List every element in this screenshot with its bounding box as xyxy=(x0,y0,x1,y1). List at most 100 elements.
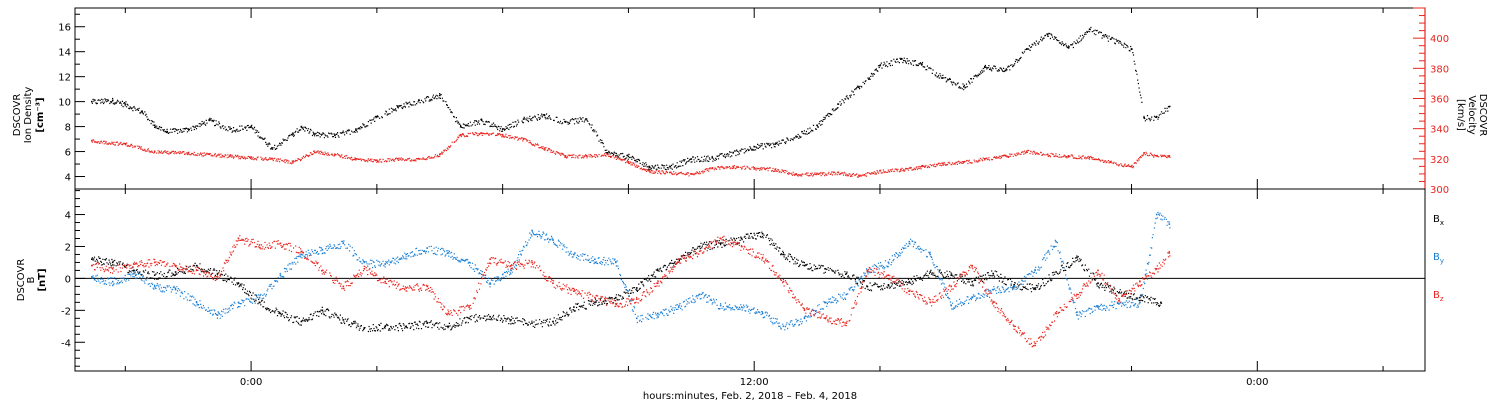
data-point xyxy=(1088,156,1091,159)
density-axis: 4 6 8 10 12 14 16 xyxy=(58,13,85,190)
data-point xyxy=(342,319,345,321)
data-point xyxy=(1055,240,1057,243)
series-dots xyxy=(91,132,1171,178)
data-point xyxy=(1067,155,1070,157)
data-point xyxy=(1097,306,1099,308)
velocity-axis-title: DSCOVR Velocity [km/s] xyxy=(1455,94,1488,137)
density-title-line1: DSCOVR xyxy=(12,94,23,137)
data-point xyxy=(963,161,965,163)
data-point xyxy=(992,272,994,275)
data-point xyxy=(124,142,127,145)
density-velocity-series xyxy=(91,26,1171,178)
data-point xyxy=(573,253,575,256)
data-point xyxy=(1076,256,1078,259)
data-point xyxy=(636,298,638,300)
tick-label: 6 xyxy=(65,148,71,159)
legend-entry-by: By xyxy=(1433,252,1444,265)
data-point xyxy=(636,317,638,320)
data-point xyxy=(342,285,345,288)
data-point xyxy=(657,282,659,284)
data-point xyxy=(426,285,428,288)
time-axis-title: hours:minutes, Feb. 2, 2018 – Feb. 4, 20… xyxy=(642,391,858,402)
b-unit: [nT] xyxy=(37,268,48,291)
data-point xyxy=(837,171,839,174)
data-point xyxy=(732,152,734,154)
data-point xyxy=(363,268,366,270)
velocity-axis: 300 320 340 360 380 400 xyxy=(1413,7,1449,196)
data-point xyxy=(522,138,525,140)
data-point xyxy=(971,280,973,283)
series-points-0 xyxy=(91,26,1171,171)
tick-label: -2 xyxy=(61,306,71,317)
data-point xyxy=(342,242,345,245)
density-unit: [cm⁻³] xyxy=(35,97,46,132)
data-point xyxy=(552,320,554,323)
tick-label: 10 xyxy=(58,98,71,109)
data-point xyxy=(300,125,303,128)
series-dots xyxy=(91,26,1171,171)
data-point xyxy=(573,306,575,308)
data-point xyxy=(153,150,156,153)
data-point xyxy=(279,274,282,276)
data-point xyxy=(447,252,449,254)
data-point xyxy=(711,157,714,159)
data-point xyxy=(187,152,189,154)
tick-label: 2 xyxy=(65,242,71,253)
series-bz xyxy=(91,235,1171,348)
data-point xyxy=(153,274,156,276)
tick-label: 12 xyxy=(58,73,71,84)
tick-label: 340 xyxy=(1430,125,1449,136)
data-point xyxy=(216,276,219,278)
data-point xyxy=(1034,344,1036,347)
data-point xyxy=(153,285,156,288)
data-point xyxy=(1013,284,1015,286)
data-point xyxy=(782,280,785,283)
data-point xyxy=(564,120,567,123)
data-point xyxy=(824,301,827,304)
data-point xyxy=(132,269,135,272)
data-point xyxy=(531,322,533,324)
data-point xyxy=(824,317,827,320)
data-point xyxy=(1118,292,1120,294)
data-point xyxy=(594,258,596,260)
b-title-line2: B xyxy=(26,276,37,283)
data-point xyxy=(250,156,252,159)
data-point xyxy=(363,327,366,329)
data-point xyxy=(627,161,630,163)
data-point xyxy=(992,301,994,304)
data-point xyxy=(1025,48,1028,50)
data-point xyxy=(531,261,533,264)
data-point xyxy=(321,248,324,251)
data-point xyxy=(1076,314,1078,316)
data-point xyxy=(971,296,973,299)
data-point xyxy=(690,158,693,160)
data-point xyxy=(1143,152,1145,154)
data-point xyxy=(195,264,198,267)
legend-entry-bx: Bx xyxy=(1433,214,1444,227)
data-point xyxy=(1055,312,1057,315)
data-point xyxy=(334,153,336,156)
data-point xyxy=(132,272,135,275)
tick-label: 4 xyxy=(65,173,71,184)
data-point xyxy=(740,245,743,248)
data-point xyxy=(258,244,261,246)
data-point xyxy=(1139,301,1141,304)
data-point xyxy=(91,139,93,142)
data-point xyxy=(216,314,219,316)
data-point xyxy=(698,250,701,253)
data-point xyxy=(1109,161,1112,163)
data-point xyxy=(418,99,420,102)
series-dots xyxy=(91,231,1163,333)
data-point xyxy=(858,174,860,177)
data-point xyxy=(1168,155,1171,157)
data-point xyxy=(816,124,818,127)
data-point xyxy=(774,143,776,145)
data-point xyxy=(91,264,93,267)
data-point xyxy=(942,162,944,165)
data-point xyxy=(648,165,651,168)
data-point xyxy=(1067,47,1070,49)
data-point xyxy=(279,312,282,315)
b-legend: Bx By Bz xyxy=(1433,214,1444,303)
legend-entry-bz: Bz xyxy=(1433,290,1444,303)
data-point xyxy=(1168,105,1171,108)
